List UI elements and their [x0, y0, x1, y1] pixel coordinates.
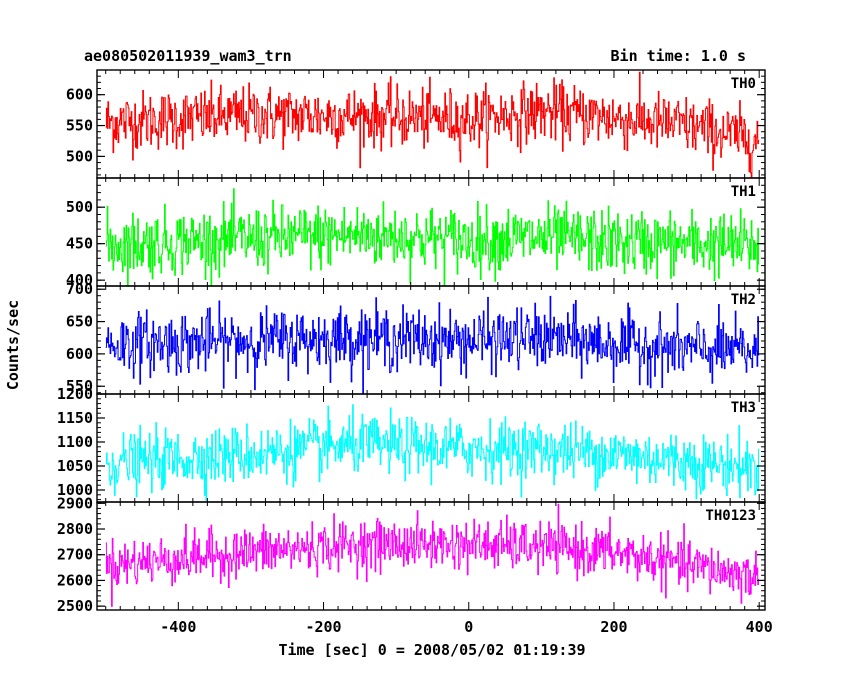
y-tick-label: 2900 — [57, 494, 93, 512]
x-axis: -400 -200 0 200 400 — [160, 618, 772, 636]
panel-frame — [96, 501, 766, 611]
panel-th1: 400 450 500 TH1 — [66, 177, 766, 289]
panel-label: TH2 — [731, 292, 756, 308]
x-tick-label: -200 — [305, 618, 341, 636]
y-tick-label: 1000 — [57, 481, 93, 499]
y-tick-label: 700 — [66, 280, 93, 298]
y-tick-label: 600 — [66, 345, 93, 363]
y-tick-label: 2600 — [57, 571, 93, 589]
x-tick-label: -400 — [160, 618, 196, 636]
series-line-th3 — [105, 404, 760, 501]
y-tick-label: 2500 — [57, 597, 93, 615]
y-tick-label: 2800 — [57, 520, 93, 538]
y-tick-label: 2700 — [57, 546, 93, 564]
chart-title: ae080502011939_wam3_trn — [84, 47, 292, 65]
x-tick-label: 400 — [746, 618, 773, 636]
panel-th0: 500 550 600 TH0 — [66, 69, 766, 179]
y-tick-label: 1200 — [57, 385, 93, 403]
y-tick-label: 600 — [66, 86, 93, 104]
x-tick-label: 200 — [600, 618, 627, 636]
panels-group: 500 550 600 TH0 400 450 500 TH1 550 600 650 700 TH2 1… — [57, 69, 766, 615]
x-axis-label: Time [sec] 0 = 2008/05/02 01:19:39 — [278, 641, 585, 659]
y-tick-label: 500 — [66, 198, 93, 216]
panel-label: TH1 — [731, 184, 756, 200]
y-tick-label: 500 — [66, 147, 93, 165]
panel-th3: 1000 1050 1100 1150 1200 TH3 — [57, 385, 766, 503]
y-tick-label: 1100 — [57, 433, 93, 451]
panel-frame — [96, 69, 766, 179]
bin-time-label: Bin time: 1.0 s — [611, 47, 746, 65]
y-tick-label: 450 — [66, 235, 93, 253]
series-line-th2 — [105, 295, 760, 394]
panel-label: TH0 — [731, 76, 756, 92]
y-tick-label: 400 — [66, 271, 93, 289]
y-tick-label: 550 — [66, 377, 93, 395]
y-axis-label: Counts/sec — [4, 300, 22, 390]
panel-label: TH3 — [731, 400, 756, 416]
y-tick-label: 1150 — [57, 409, 93, 427]
x-tick-label: 0 — [464, 618, 473, 636]
y-tick-label: 1050 — [57, 457, 93, 475]
y-tick-label: 650 — [66, 313, 93, 331]
series-line-th0 — [105, 71, 760, 178]
panel-th0123: 2500 2600 2700 2800 2900 TH0123 — [57, 494, 766, 615]
series-line-th0123 — [105, 503, 760, 607]
panel-label: TH0123 — [705, 508, 756, 524]
series-line-th1 — [105, 188, 760, 286]
y-tick-label: 550 — [66, 117, 93, 135]
panel-th2: 550 600 650 700 TH2 — [66, 280, 766, 395]
